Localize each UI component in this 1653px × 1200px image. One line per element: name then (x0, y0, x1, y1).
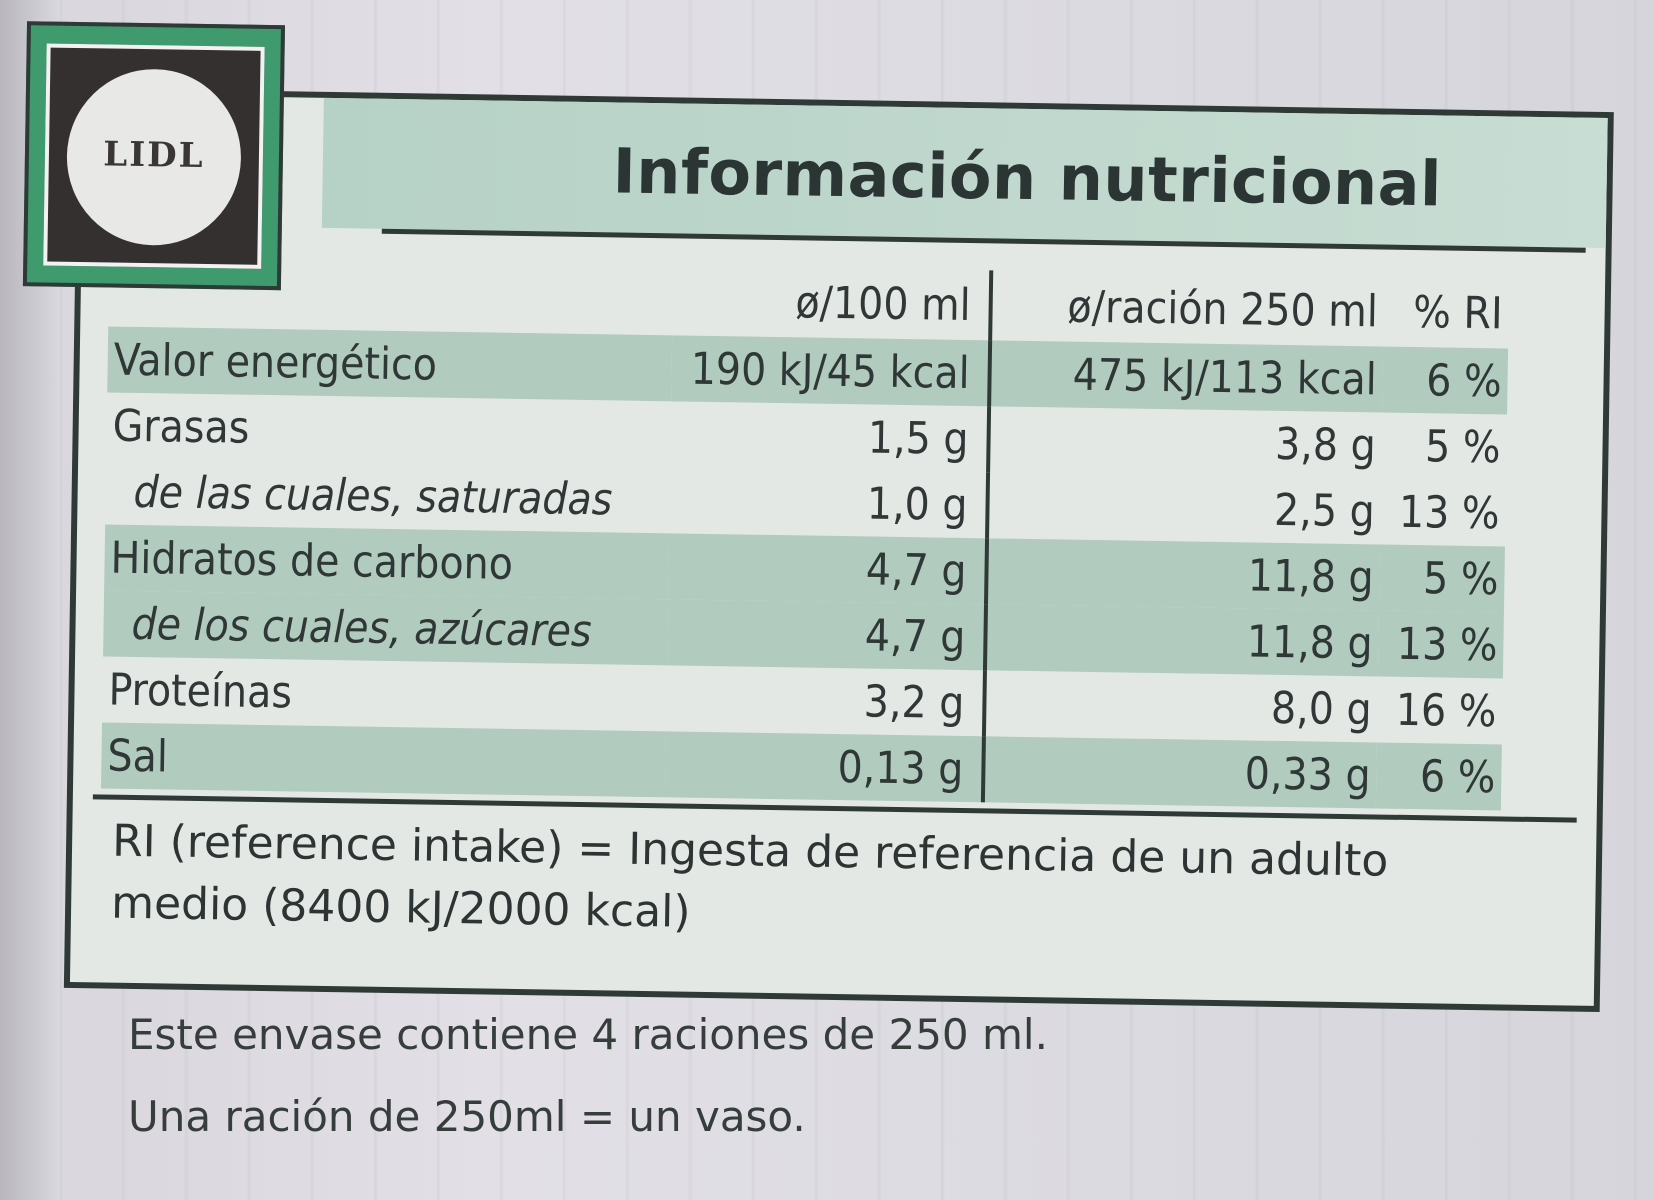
logo-text: LIDL (103, 134, 205, 176)
value-ri: 16 % (1395, 684, 1497, 737)
nutrition-table: ø/100 ml ø/ración 250 ml % RI Valor ener… (101, 257, 1509, 811)
nutrient-name: de los cuales, azúcares (103, 590, 668, 666)
value-per-serving: 11,8 g (984, 604, 1380, 677)
panel-title: Información nutricional (612, 134, 1443, 221)
value-per-100ml: 4,7 g (666, 599, 986, 671)
nutrient-name: Hidratos de carbono (104, 524, 669, 600)
value-per-serving: 475 kJ/113 kcal (989, 340, 1384, 413)
nutrient-name: de las cuales, saturadas (133, 466, 613, 525)
value-per-serving: 0,33 g (982, 736, 1378, 809)
value-per-100ml: 3,2 g (665, 665, 985, 737)
value-per-serving: 3,8 g (1274, 418, 1377, 471)
logo-frame: LIDL (43, 43, 265, 269)
ri-footnote: RI (reference intake) = Ingesta de refer… (110, 815, 1389, 938)
value-per-serving: 2,5 g (1273, 484, 1376, 537)
value-per-100ml: 1,0 g (668, 467, 989, 539)
nutrient-name: Valor energético (107, 326, 672, 402)
value-ri: 6 % (1382, 346, 1509, 415)
value-per-100ml: 4,7 g (667, 533, 987, 605)
logo-circle: LIDL (65, 67, 243, 247)
value-ri: 13 % (1378, 610, 1504, 679)
value-ri: 13 % (1398, 486, 1500, 539)
brand-logo: LIDL (22, 21, 286, 291)
value-ri: 5 % (1424, 420, 1501, 473)
header-ri: % RI (1412, 286, 1504, 339)
value-per-serving: 8,0 g (1270, 682, 1373, 735)
header-per-serving: ø/ración 250 ml (1067, 281, 1379, 337)
servings-note: Este envase contiene 4 raciones de 250 m… (128, 1010, 1048, 1059)
value-ri: 5 % (1379, 544, 1505, 613)
value-per-100ml: 190 kJ/45 kcal (670, 335, 991, 407)
value-per-100ml: 0,13 g (664, 731, 984, 803)
nutrient-name: Sal (101, 722, 666, 798)
value-ri: 6 % (1376, 742, 1502, 811)
header-per-100ml: ø/100 ml (671, 265, 992, 341)
serving-size-note: Una ración de 250ml = un vaso. (128, 1092, 806, 1141)
header-nutrient (108, 257, 673, 336)
nutrition-panel: Información nutricional LIDL ø/100 ml ø/… (22, 21, 1614, 1013)
nutrient-name: Grasas (112, 400, 250, 454)
value-per-100ml: 1,5 g (669, 401, 990, 473)
nutrient-name: Proteínas (108, 664, 293, 718)
value-per-serving: 11,8 g (985, 538, 1381, 611)
